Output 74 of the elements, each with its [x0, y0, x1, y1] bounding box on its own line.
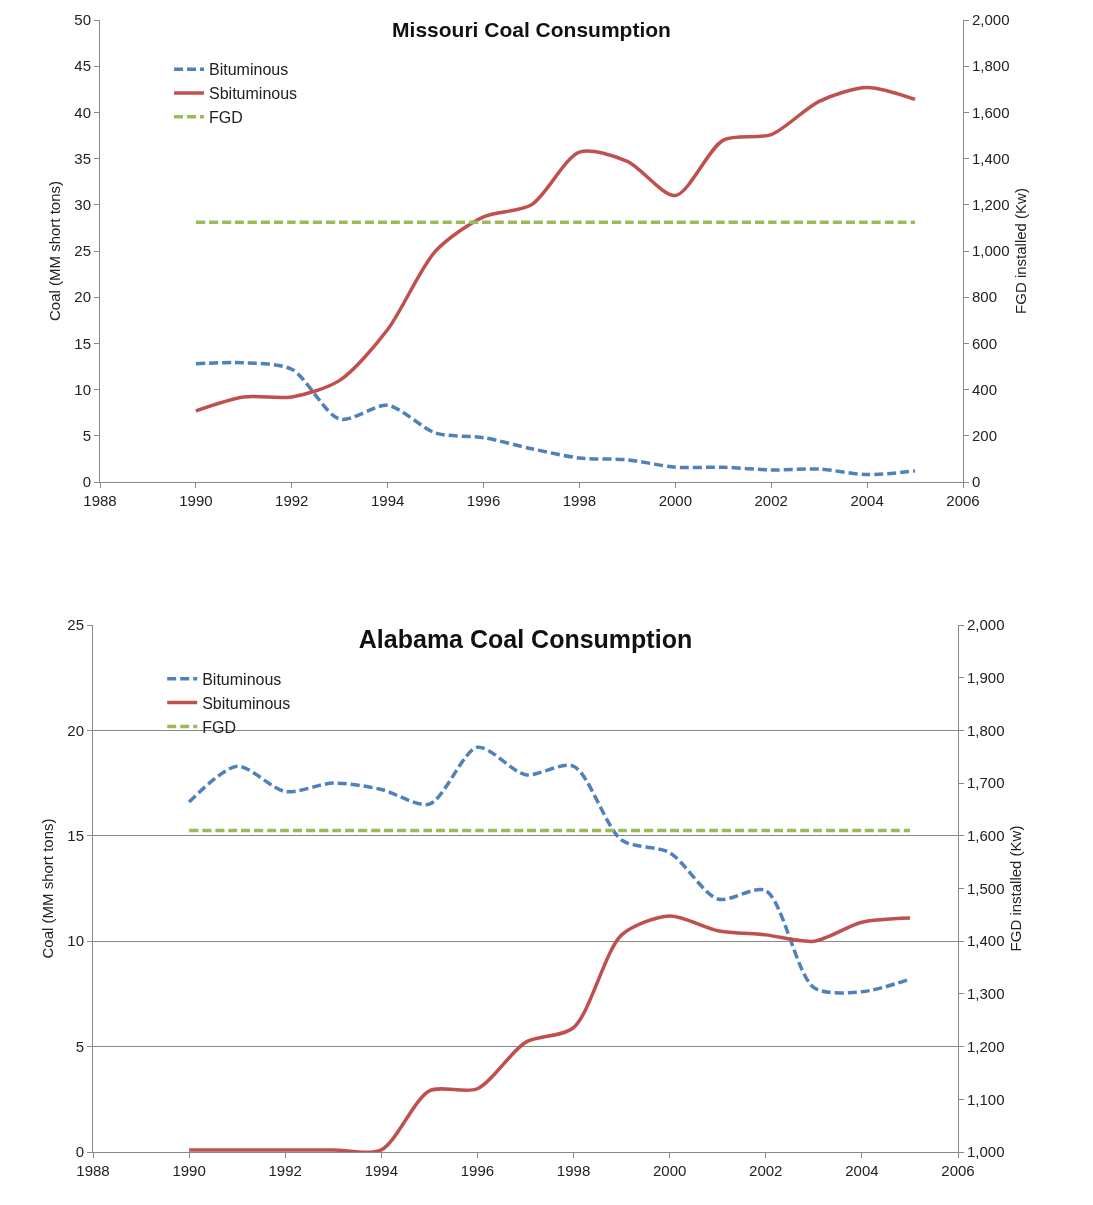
x-tick-label: 1992: [268, 1162, 302, 1179]
y2-tick-label: 1,000: [967, 1143, 1005, 1161]
chart-title: Missouri Coal Consumption: [392, 18, 671, 42]
legend-label: Sbituminous: [209, 85, 298, 103]
x-tick-label: 1996: [460, 1162, 495, 1179]
y2-tick-label: 2,000: [967, 616, 1005, 634]
y-tick-label: 45: [74, 57, 91, 75]
x-tick-label: 2002: [749, 1162, 783, 1179]
y-tick-label: 30: [74, 196, 91, 214]
y2-tick-label: 1,300: [967, 985, 1005, 1003]
x-tick-label: 2000: [658, 492, 693, 509]
x-tick-label: 2006: [941, 1162, 975, 1179]
y2-tick-label: 1,100: [967, 1090, 1005, 1108]
x-tick-label: 2002: [754, 492, 788, 509]
legend-label: Bituminous: [202, 671, 282, 689]
x-tick-label: 1988: [83, 492, 117, 509]
x-tick-label: 1998: [556, 1162, 591, 1179]
y2-tick-label: 600: [972, 334, 998, 352]
y2-tick-label: 400: [972, 380, 998, 398]
y-tick-label: 50: [74, 11, 91, 29]
x-tick-label: 1990: [172, 1162, 206, 1179]
y-tick-label: 5: [75, 1037, 84, 1055]
x-tick-label: 1992: [275, 492, 309, 509]
y-tick-label: 40: [74, 103, 91, 121]
y2-tick-label: 1,600: [972, 103, 1010, 121]
y2-tick-label: 0: [972, 473, 981, 491]
x-tick-label: 1990: [179, 492, 213, 509]
x-tick-label: 2000: [652, 1162, 687, 1179]
x-tick-label: 1994: [370, 492, 405, 509]
y-tick-label: 25: [67, 616, 84, 634]
y2-tick-label: 1,400: [967, 932, 1005, 950]
y-tick-label: 0: [75, 1143, 84, 1161]
x-tick-label: 1998: [562, 492, 597, 509]
y2-tick-label: 200: [972, 427, 998, 445]
y2-tick-label: 1,800: [967, 721, 1005, 739]
y-tick-label: 5: [82, 427, 91, 445]
x-tick-label: 1988: [76, 1162, 110, 1179]
x-tick-label: 2004: [845, 1162, 879, 1179]
x-tick-label: 1996: [466, 492, 501, 509]
y-axis-title: Coal (MM short tons): [46, 180, 63, 322]
y-tick-label: 20: [67, 721, 84, 739]
y-tick-label: 15: [67, 827, 84, 845]
y-axis-title: Coal (MM short tons): [39, 818, 56, 959]
y2-tick-label: 1,200: [967, 1037, 1005, 1055]
line-series: [194, 85, 917, 413]
y2-tick-label: 1,900: [967, 668, 1005, 686]
legend-label: FGD: [209, 109, 243, 127]
y-tick-label: 10: [67, 932, 84, 950]
line-series: [187, 914, 912, 1152]
y2-tick-label: 2,000: [972, 11, 1010, 29]
chart-title: Alabama Coal Consumption: [358, 624, 693, 653]
y-tick-label: 10: [74, 380, 91, 398]
line-series: [194, 360, 917, 477]
y2-tick-label: 1,400: [972, 149, 1010, 167]
legend-label: Sbituminous: [202, 694, 291, 712]
y2-tick-label: 800: [972, 288, 998, 306]
y-tick-label: 20: [74, 288, 91, 306]
x-tick-label: 2006: [946, 492, 980, 509]
x-tick-label: 2004: [850, 492, 884, 509]
y-tick-label: 35: [74, 149, 91, 167]
legend-label: FGD: [202, 718, 236, 736]
y2-tick-label: 1,000: [972, 242, 1010, 260]
y2-tick-label: 1,800: [972, 57, 1010, 75]
y2-axis-title: FGD installed (Kw): [1011, 188, 1029, 314]
y-tick-label: 15: [74, 334, 91, 352]
y2-tick-label: 1,600: [967, 827, 1005, 845]
y2-axis-title: FGD installed (Kw): [1006, 825, 1024, 952]
y2-tick-label: 1,200: [972, 196, 1010, 214]
y-tick-label: 0: [82, 473, 91, 491]
y2-tick-label: 1,700: [967, 774, 1005, 792]
y-tick-label: 25: [74, 242, 91, 260]
legend-label: Bituminous: [209, 61, 289, 79]
y2-tick-label: 1,500: [967, 879, 1005, 897]
x-tick-label: 1994: [364, 1162, 399, 1179]
